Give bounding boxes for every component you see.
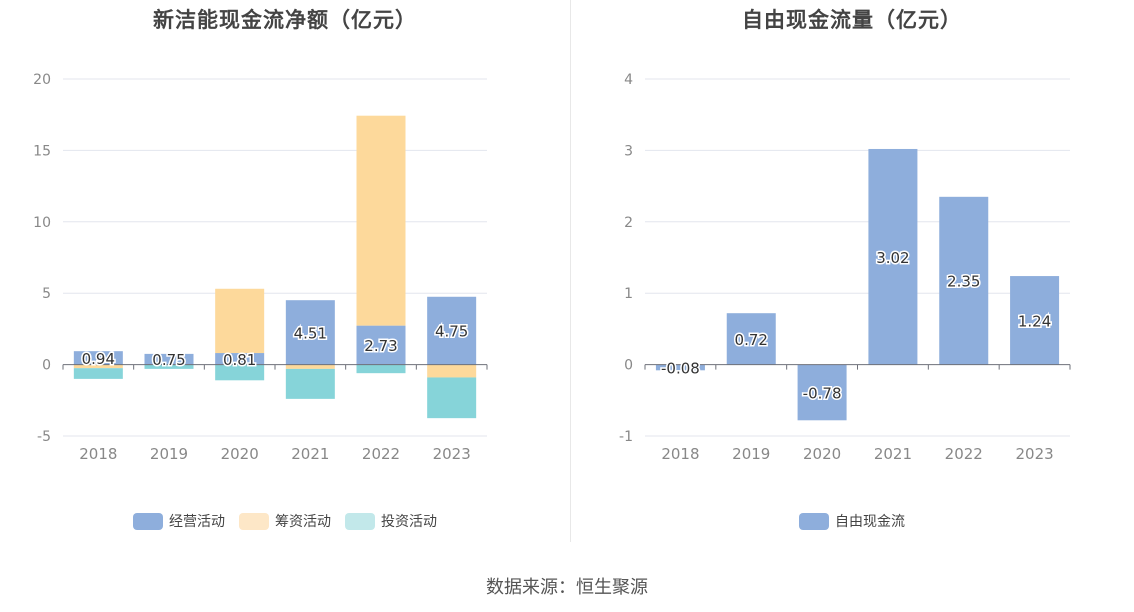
y-tick-label: 4 [624, 72, 633, 88]
y-tick-label: 15 [33, 143, 51, 159]
legend-item[interactable]: 筹资活动 [239, 511, 331, 531]
bar-经营活动-2018 [73, 351, 123, 365]
chart-title: 新洁能现金流净额（亿元） [153, 8, 417, 32]
bar-投资活动-2020 [215, 364, 265, 381]
bar-自由现金流-2020 [797, 364, 847, 421]
data-label: 4.75 [435, 323, 468, 341]
bar-投资活动-2021 [285, 368, 335, 399]
y-tick-label: -5 [37, 429, 51, 445]
bar-筹资活动-2021 [285, 364, 335, 369]
bar-自由现金流-2022 [939, 196, 989, 365]
data-label: 1.24 [1018, 312, 1051, 330]
legend-swatch [239, 512, 269, 530]
bar-投资活动-2023 [427, 377, 477, 419]
x-tick-label: 2019 [732, 445, 770, 463]
x-tick-label: 2018 [79, 445, 117, 463]
y-tick-label: 0 [624, 358, 633, 374]
x-tick-label: 2023 [433, 445, 471, 463]
data-label: 0.94 [82, 350, 115, 368]
bar-经营活动-2020 [215, 353, 265, 365]
legend-swatch [799, 512, 829, 530]
legend-swatch [133, 512, 163, 530]
bar-投资活动-2022 [356, 364, 406, 374]
y-tick-label: 20 [33, 72, 51, 88]
x-tick-label: 2020 [803, 445, 841, 463]
y-tick-label: 0 [42, 358, 51, 374]
legend-label: 自由现金流 [835, 514, 905, 530]
data-label: -0.08 [661, 359, 700, 377]
bar-筹资活动-2022 [356, 115, 406, 326]
data-label: -0.78 [803, 384, 842, 402]
x-tick-label: 2020 [221, 445, 259, 463]
bar-经营活动-2019 [144, 353, 194, 365]
data-label: 2.35 [947, 273, 980, 291]
bar-筹资活动-2023 [427, 364, 477, 378]
chart-title: 自由现金流量（亿元） [742, 8, 962, 32]
data-label: 0.81 [223, 351, 256, 369]
legend-item[interactable]: 经营活动 [133, 511, 225, 531]
data-label: 0.75 [152, 351, 185, 369]
free-cash-flow-bar-chart: -1 0 1 2 3 4 2018 2019 2020 2021 2022 2023 -0.08 0.72… [619, 72, 1071, 463]
y-tick-label: 3 [624, 143, 633, 159]
bar-自由现金流-2021 [868, 148, 918, 365]
cash-flow-bar-chart: -5 0 5 10 15 20 2018 2019 2020 2021 2022 2023 0.94 0.… [33, 72, 488, 463]
legend-label: 投资活动 [381, 514, 437, 530]
data-label: 2.73 [364, 337, 397, 355]
legend-swatch [345, 512, 375, 530]
y-tick-label: 5 [42, 286, 51, 302]
bar-经营活动-2023 [427, 296, 477, 365]
bar-自由现金流-2019 [726, 313, 776, 365]
legend-label: 经营活动 [169, 514, 225, 530]
panel-divider [570, 0, 571, 542]
free-cash-flow-chart-panel: 自由现金流量（亿元） -1 0 1 2 3 4 2018 2019 2020 2021 2022 20… [570, 0, 1134, 560]
cash-flow-chart-panel: 新洁能现金流净额（亿元） -5 0 5 10 15 20 2018 2019 2020 2021 2… [0, 0, 570, 560]
bar-经营活动-2021 [285, 300, 335, 365]
x-tick-label: 2018 [661, 445, 699, 463]
x-tick-label: 2023 [1015, 445, 1053, 463]
y-tick-label: -1 [619, 429, 633, 445]
data-source-note: 数据来源：恒生聚源 [486, 577, 648, 598]
chart-legend: 经营活动 筹资活动 投资活动 [0, 511, 570, 531]
x-tick-label: 2022 [945, 445, 983, 463]
data-label: 0.72 [735, 331, 768, 349]
bar-经营活动-2022 [356, 325, 406, 365]
bar-投资活动-2019 [144, 364, 194, 369]
data-label: 3.02 [876, 249, 909, 267]
bar-投资活动-2018 [73, 368, 123, 379]
legend-item[interactable]: 自由现金流 [799, 511, 905, 531]
bar-筹资活动-2018 [73, 364, 123, 369]
x-tick-label: 2021 [291, 445, 329, 463]
y-tick-label: 1 [624, 286, 633, 302]
y-tick-label: 10 [33, 215, 51, 231]
legend-item[interactable]: 投资活动 [345, 511, 437, 531]
chart-legend: 自由现金流 [570, 511, 1134, 531]
bar-自由现金流-2018 [655, 364, 705, 371]
bar-自由现金流-2023 [1010, 276, 1060, 365]
x-tick-label: 2021 [874, 445, 912, 463]
data-label: 4.51 [294, 324, 327, 342]
x-tick-label: 2022 [362, 445, 400, 463]
y-tick-label: 2 [624, 215, 633, 231]
x-tick-label: 2019 [150, 445, 188, 463]
legend-label: 筹资活动 [275, 514, 331, 530]
bar-筹资活动-2020 [215, 288, 265, 354]
